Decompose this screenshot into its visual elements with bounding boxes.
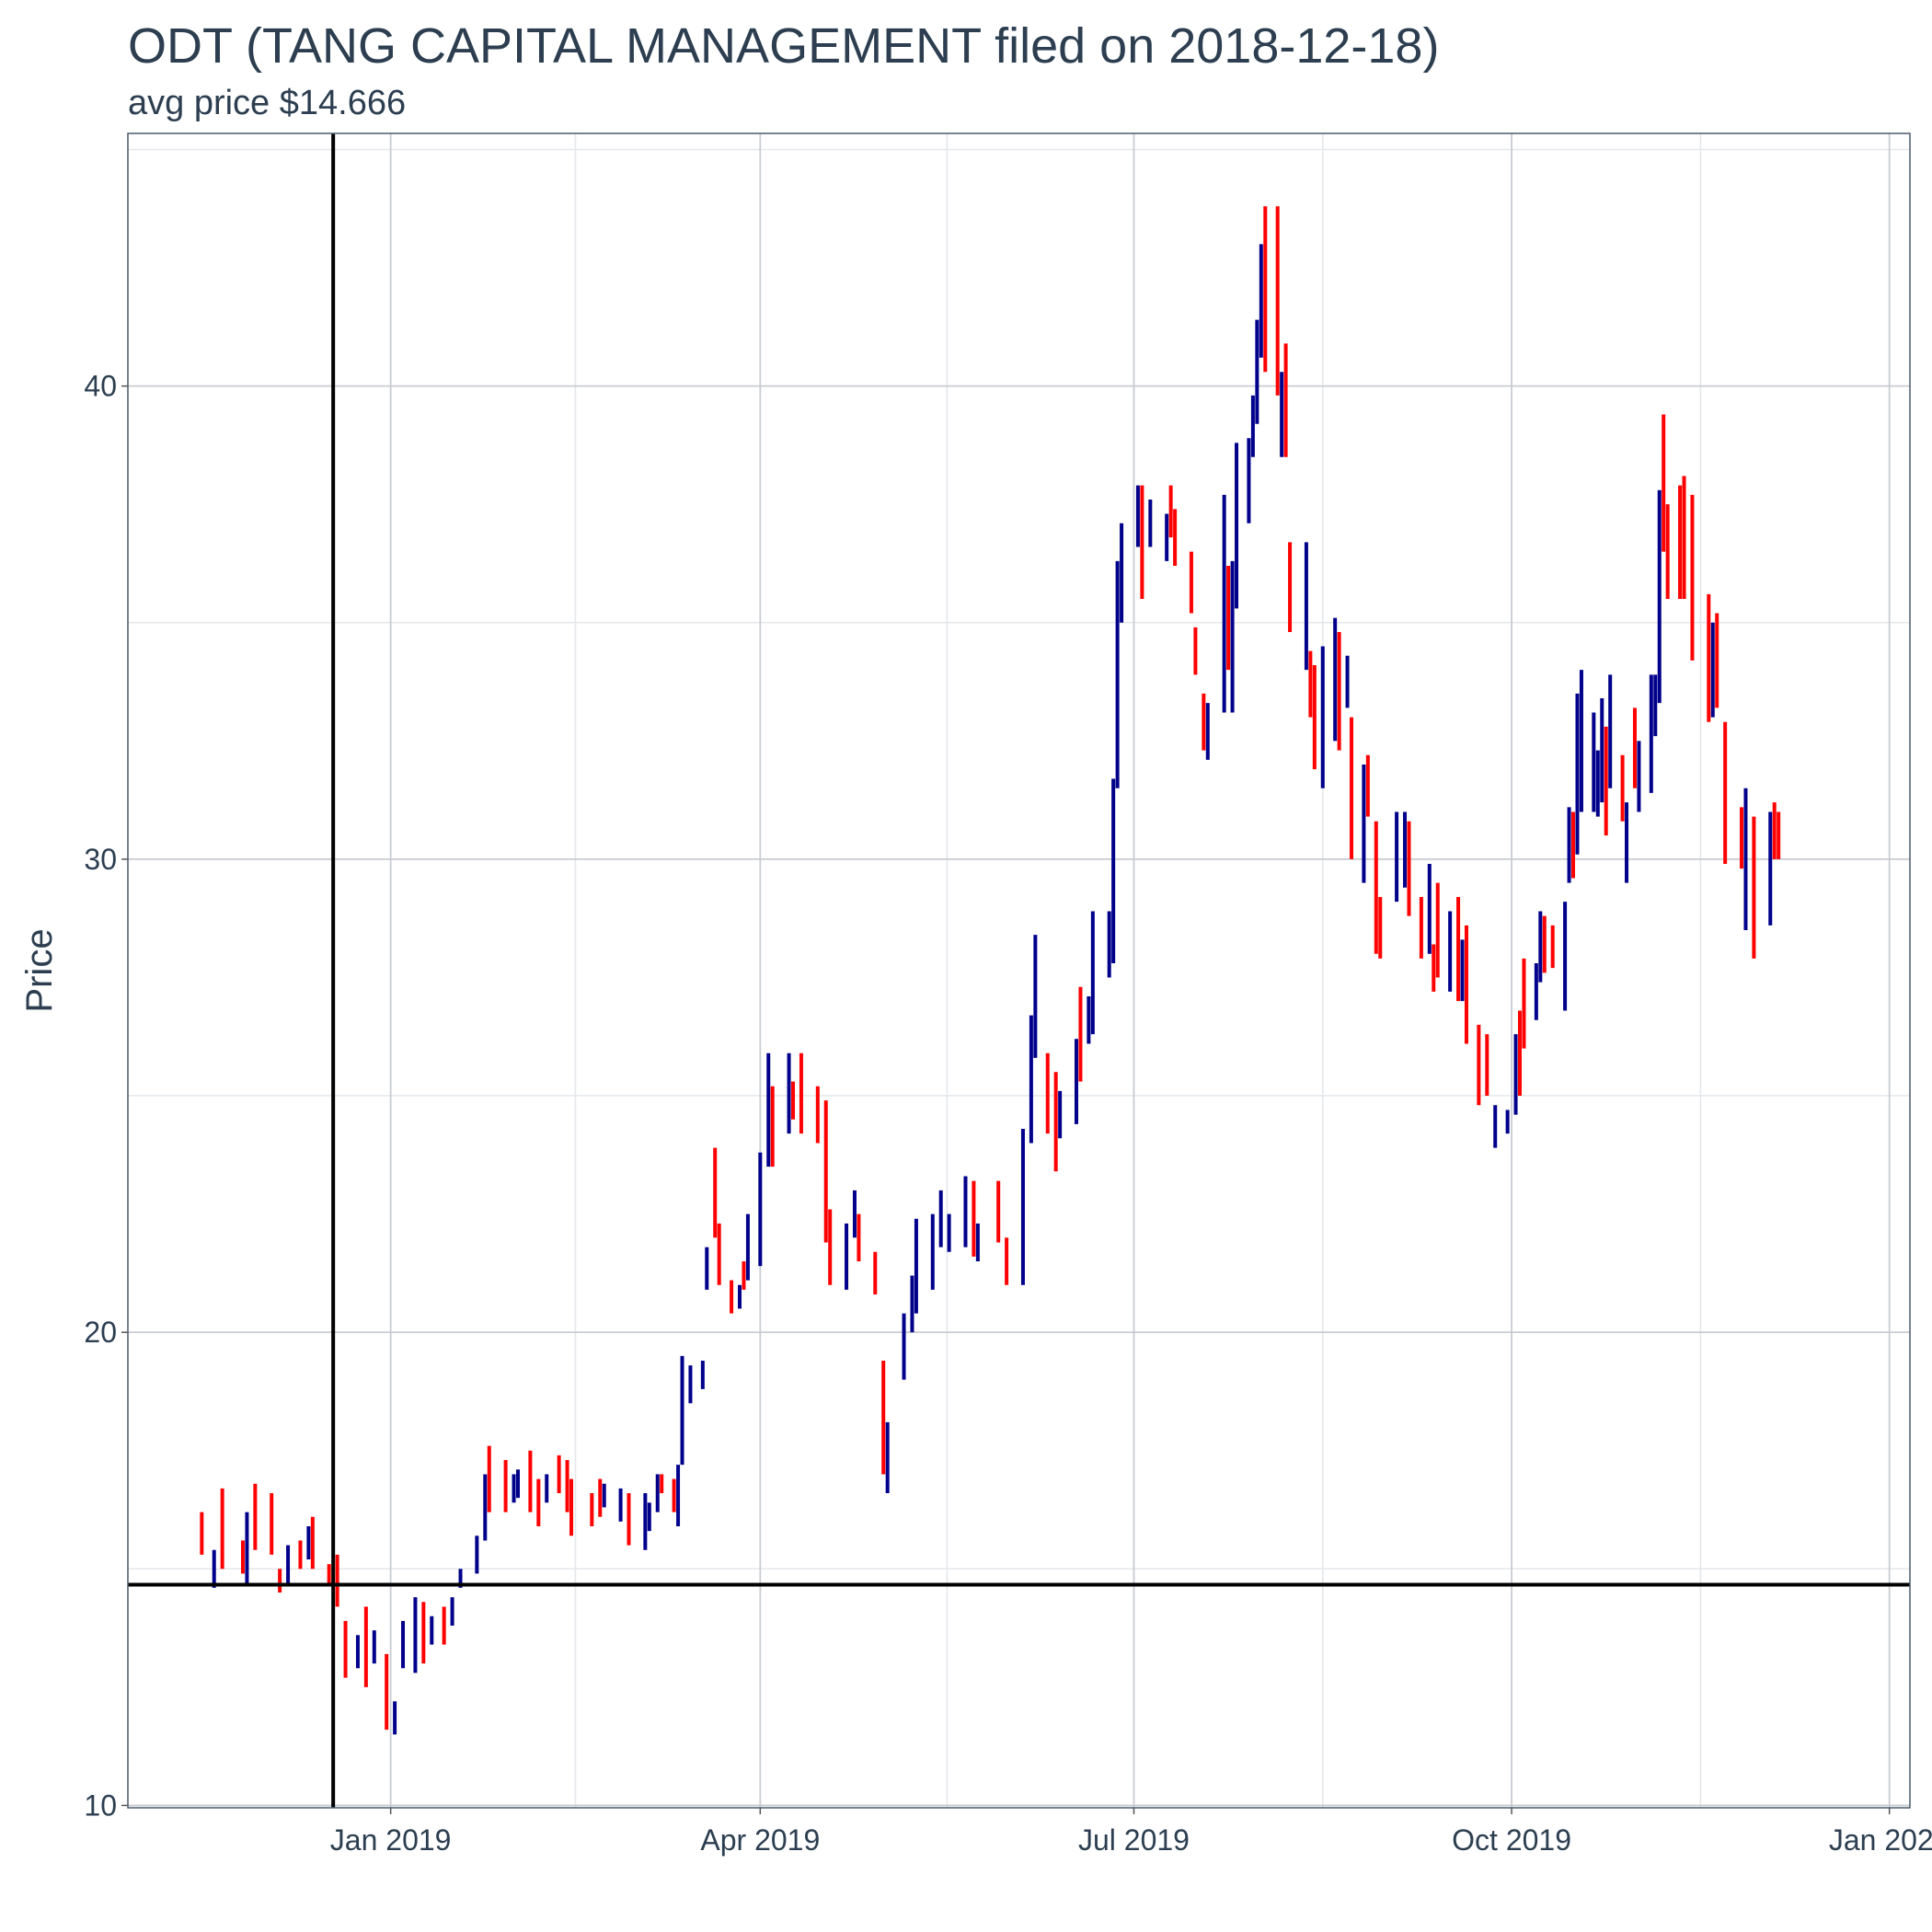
plot-background	[128, 133, 1910, 1808]
x-tick-label: Jan 2019	[330, 1823, 452, 1857]
chart-subtitle: avg price $14.666	[128, 84, 406, 122]
y-tick-label: 10	[84, 1788, 117, 1822]
x-tick-label: Jul 2019	[1078, 1823, 1190, 1857]
y-tick-label: 20	[84, 1316, 117, 1349]
chart-title: ODT (TANG CAPITAL MANAGEMENT filed on 20…	[128, 18, 1439, 74]
y-tick-label: 40	[84, 370, 117, 403]
plot-border	[127, 132, 1911, 1809]
x-tick-label: Apr 2019	[700, 1823, 820, 1857]
y-tick-label: 30	[84, 843, 117, 876]
y-axis-title: Price	[19, 928, 60, 1012]
x-tick-label: Jan 2020	[1829, 1823, 1932, 1857]
x-tick-label: Oct 2019	[1452, 1823, 1571, 1857]
